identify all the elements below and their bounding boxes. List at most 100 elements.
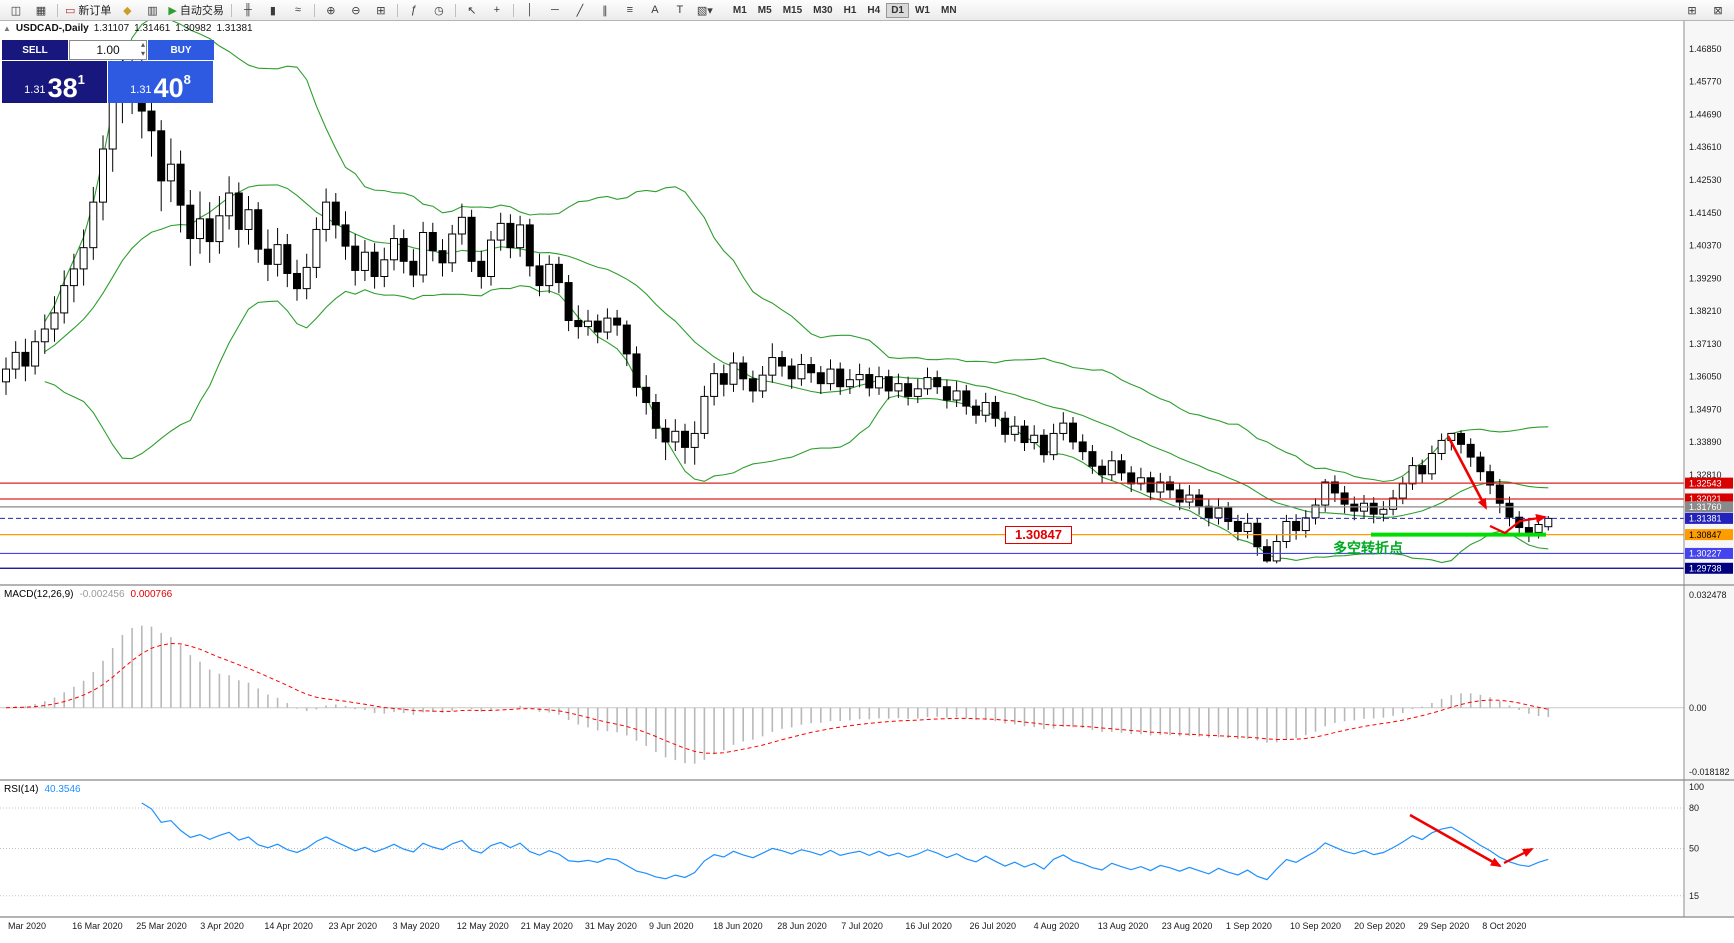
macd-name: MACD(12,26,9) [4, 589, 74, 600]
auto-trading-button[interactable]: ▶ 自动交易 [165, 1, 226, 19]
window-mode-button[interactable]: ⊠ [1706, 1, 1730, 19]
timeframe-mn[interactable]: MN [940, 4, 957, 16]
date-axis-label: 23 Aug 2020 [1162, 921, 1213, 931]
rsi-bounce-arrow[interactable] [1503, 848, 1534, 864]
price-label-box [1685, 547, 1733, 559]
periods-button[interactable]: ◷ [427, 1, 451, 19]
candles [2, 53, 1553, 564]
date-axis-label: 23 Apr 2020 [329, 921, 378, 931]
toolbar-right-group: ⊞ ⊠ [1680, 1, 1730, 19]
volume-increment-button[interactable]: ▴ [140, 40, 145, 49]
collapse-trade-panel-button[interactable]: ▲ [3, 24, 11, 33]
timeframe-m1[interactable]: M1 [732, 4, 747, 16]
new-chart-button[interactable]: ◫ [4, 1, 28, 19]
macd-axis-label: 0.032478 [1689, 590, 1727, 600]
price-label-box [1685, 501, 1733, 513]
rsi-downtrend-arrow[interactable] [1409, 813, 1502, 868]
date-axis-label: 28 Jun 2020 [777, 921, 827, 931]
chart-profiles-icon: ▦ [35, 4, 47, 17]
price-axis-tick: 1.42530 [1689, 175, 1722, 185]
sell-price-base: 1.31 [24, 84, 46, 96]
timeframe-m15[interactable]: M15 [782, 4, 803, 16]
crosshair-button[interactable]: + [485, 1, 509, 19]
new-order-button[interactable]: ▭ 新订单 [62, 1, 114, 19]
indicators-button[interactable]: ƒ [402, 1, 426, 19]
quote-low: 1.30982 [175, 23, 212, 34]
bar-chart-button[interactable]: ╫ [236, 1, 260, 19]
price-label-box [1685, 512, 1733, 524]
chart-symbol-period: USDCAD-,Daily [15, 23, 89, 34]
toolbar-separator [454, 3, 456, 17]
buy-price-display[interactable]: 1.31 40 8 [108, 61, 213, 103]
date-axis-label: 29 Sep 2020 [1418, 921, 1469, 931]
price-label-text: 1.29738 [1689, 563, 1722, 573]
cursor-button[interactable]: ↖ [460, 1, 484, 19]
date-axis-label: 26 Jul 2020 [970, 921, 1017, 931]
tile-windows-button[interactable]: ⊞ [369, 1, 393, 19]
volume-field[interactable]: 1.00 ▴ ▾ [69, 40, 147, 60]
toolbar-separator [512, 3, 514, 17]
timeframe-h1[interactable]: H1 [843, 4, 857, 16]
buy-price-sup: 8 [183, 72, 191, 87]
volume-value: 1.00 [96, 43, 120, 57]
line-chart-button[interactable]: ≈ [286, 1, 310, 19]
date-axis-label: 7 Jul 2020 [841, 921, 883, 931]
trendline-button[interactable]: ╱ [568, 1, 592, 19]
price-axis-strip [1685, 20, 1734, 916]
volume-decrement-button[interactable]: ▾ [140, 49, 145, 58]
date-axis-label: 13 Aug 2020 [1098, 921, 1149, 931]
periods-icon: ◷ [434, 4, 444, 17]
macd-axis-label: 0.00 [1689, 703, 1707, 713]
price-axis-tick: 1.46850 [1689, 44, 1722, 54]
text-label-button[interactable]: T [668, 1, 692, 19]
macd-signal-line [5, 643, 1549, 754]
channel-button[interactable]: ∥ [593, 1, 617, 19]
price-downtrend-arrow[interactable] [1446, 435, 1488, 510]
timeframe-w1[interactable]: W1 [914, 4, 930, 16]
date-axis-label: 25 Mar 2020 [136, 921, 187, 931]
data-window-button[interactable]: ▥ [140, 1, 164, 19]
price-label-text: 1.30847 [1689, 530, 1722, 540]
buy-button[interactable]: BUY [148, 40, 214, 60]
date-axis-label: 3 Apr 2020 [200, 921, 244, 931]
sell-button[interactable]: SELL [2, 40, 68, 60]
window-arrange-button[interactable]: ⊞ [1680, 1, 1704, 19]
text-button[interactable]: A [643, 1, 667, 19]
price-label-text: 1.32543 [1689, 478, 1722, 488]
arrows-dropdown-button[interactable]: ▧▾ [693, 1, 717, 19]
candlestick-chart-button[interactable]: ▮ [261, 1, 285, 19]
price-axis-tick: 1.43610 [1689, 142, 1722, 152]
price-axis-tick: 1.45770 [1689, 77, 1722, 87]
fibonacci-button[interactable]: ≡ [618, 1, 642, 19]
chart-title: ▲ USDCAD-,Daily 1.31107 1.31461 1.30982 … [3, 23, 253, 34]
date-axis-label: 9 Jun 2020 [649, 921, 694, 931]
chart-profiles-button[interactable]: ▦ [29, 1, 53, 19]
date-axis-label: 18 Jun 2020 [713, 921, 763, 931]
price-callout[interactable]: 1.30847 [1005, 525, 1072, 544]
sell-price-display[interactable]: 1.31 38 1 [2, 61, 107, 103]
turning-point-label[interactable]: 多空转折点 [1333, 539, 1403, 556]
sell-price-big: 38 [47, 73, 78, 104]
timeframe-m5[interactable]: M5 [757, 4, 772, 16]
vertical-line-button[interactable]: │ [518, 1, 542, 19]
auto-trading-button-label: 自动交易 [179, 5, 224, 17]
timeframe-toolbar: M1 M5 M15 M30 H1 H4 D1 W1 MN [728, 2, 962, 18]
horizontal-line-button[interactable]: ─ [543, 1, 567, 19]
timeframe-m30[interactable]: M30 [813, 4, 833, 16]
timeframe-d1[interactable]: D1 [886, 2, 909, 18]
bollinger-lower-band [44, 285, 1549, 564]
quote-high: 1.31461 [134, 23, 171, 34]
volume-steppers: ▴ ▾ [141, 41, 145, 59]
rsi-axis-label: 80 [1689, 803, 1699, 813]
price-axis-tick: 1.32810 [1689, 470, 1722, 480]
zoom-in-button[interactable]: ⊕ [319, 1, 343, 19]
new-order-button-label: 新订单 [78, 5, 112, 17]
zoom-out-button[interactable]: ⊖ [344, 1, 368, 19]
rsi-indicator-label: RSI(14) 40.3546 [4, 784, 81, 795]
metaeditor-button[interactable]: ◆ [115, 1, 139, 19]
arrows-dropdown-icon: ▧▾ [696, 4, 713, 17]
date-axis-label: 31 May 2020 [585, 921, 637, 931]
timeframe-h4[interactable]: H4 [867, 4, 881, 16]
price-bounce-arrow[interactable] [1489, 513, 1547, 535]
